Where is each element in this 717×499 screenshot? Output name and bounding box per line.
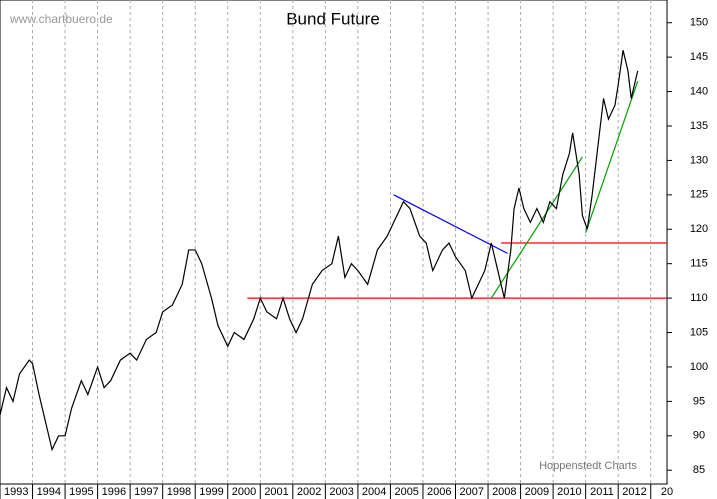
y-tick-label: 105 <box>690 326 708 338</box>
x-tick-label: 2002 <box>297 486 321 498</box>
y-tick-label: 110 <box>690 292 708 304</box>
y-tick-label: 130 <box>690 154 708 166</box>
x-tick-label: 2000 <box>232 486 256 498</box>
x-tick-label: 1998 <box>167 486 191 498</box>
x-tick-label: 1993 <box>4 486 28 498</box>
trend-line <box>490 156 583 299</box>
y-tick-label: 140 <box>690 85 708 97</box>
source: Hoppenstedt Charts <box>539 460 637 472</box>
y-tick-label: 135 <box>690 120 708 132</box>
chart-title: Bund Future <box>286 9 380 28</box>
watermark: www.chartbuero.de <box>9 12 113 26</box>
x-tick-label: 2007 <box>460 486 484 498</box>
x-tick-label: 2010 <box>557 486 581 498</box>
trend-line <box>585 81 639 233</box>
x-tick-label: 2001 <box>264 486 288 498</box>
y-tick-label: 95 <box>693 395 705 407</box>
x-tick-label: 1997 <box>134 486 158 498</box>
x-tick-label: 2009 <box>525 486 549 498</box>
x-tick-label: 1995 <box>69 486 93 498</box>
trend-line <box>393 194 508 254</box>
y-tick-label: 100 <box>690 361 708 373</box>
y-tick-label: 115 <box>690 258 708 270</box>
x-tick-label: 1999 <box>199 486 223 498</box>
x-tick-label: 2012 <box>622 486 646 498</box>
x-tick-label: 1994 <box>37 486 61 498</box>
x-tick-label: 2005 <box>394 486 418 498</box>
y-tick-label: 150 <box>690 17 708 29</box>
plot-frame <box>0 0 668 485</box>
x-tick-label: 1996 <box>102 486 126 498</box>
x-tick-label: 2008 <box>492 486 516 498</box>
y-tick-label: 145 <box>690 51 708 63</box>
y-tick-label: 90 <box>693 430 705 442</box>
y-tick-label: 85 <box>693 464 705 476</box>
x-tick-label: 20 <box>661 486 673 498</box>
x-tick-label: 2011 <box>590 486 614 498</box>
x-tick-label: 2006 <box>427 486 451 498</box>
x-tick-label: 2003 <box>329 486 353 498</box>
y-tick-label: 120 <box>690 223 708 235</box>
y-tick-label: 125 <box>690 189 708 201</box>
price-line <box>0 50 639 452</box>
x-tick-label: 2004 <box>362 486 386 498</box>
